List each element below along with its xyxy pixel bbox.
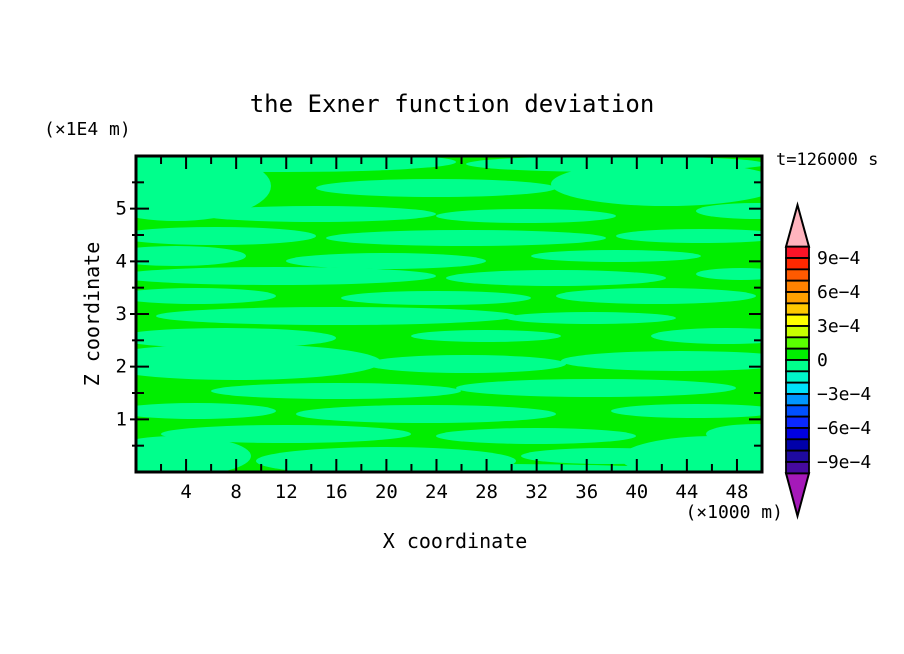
colorbar-segment	[785, 245, 810, 259]
field-streak	[506, 312, 676, 324]
x-tick-label: 8	[230, 481, 241, 503]
plot-frame	[134, 154, 764, 474]
colorbar-label: −6e−4	[817, 418, 871, 439]
field-streak	[621, 436, 762, 472]
field-streak	[366, 355, 566, 373]
colorbar-segment	[785, 302, 810, 316]
colorbar-over-arrow	[784, 201, 811, 248]
field-streak	[136, 328, 336, 348]
field-streak	[136, 403, 276, 419]
x-axis-unit-label: (×1000 m)	[685, 502, 783, 523]
colorbar-label: 0	[817, 350, 828, 371]
colorbar-segment	[785, 359, 810, 373]
colorbar-segment	[785, 347, 810, 361]
z-tick-label: 2	[116, 356, 127, 378]
field-streak	[136, 227, 316, 245]
x-tick-label: 40	[625, 481, 648, 503]
field-streak	[286, 253, 486, 269]
colorbar-segment	[785, 438, 810, 452]
field-streak	[561, 351, 762, 371]
field-streak	[556, 288, 756, 304]
colorbar-label: 9e−4	[817, 248, 860, 269]
field-streak	[296, 405, 556, 423]
field-streak	[136, 246, 246, 266]
field-streak	[156, 307, 516, 325]
field-streak	[436, 209, 616, 223]
colorbar-segment	[785, 268, 810, 282]
colorbar-label: 3e−4	[817, 316, 860, 337]
field-streak	[326, 230, 606, 246]
x-tick-label: 32	[525, 481, 548, 503]
field-streak	[611, 404, 762, 418]
colorbar-segment	[785, 415, 810, 429]
z-tick-label: 5	[116, 198, 127, 220]
colorbar: 9e−4 6e−4 3e−4 0 −3e−4 −6e−4 −9e−4	[784, 201, 871, 520]
field-streak	[136, 288, 276, 304]
time-label: t=126000 s	[776, 150, 878, 170]
z-tick-label: 1	[116, 408, 127, 430]
field-streak	[136, 436, 251, 472]
field-streak	[696, 203, 762, 219]
field-streak	[436, 428, 636, 444]
colorbar-segment	[785, 313, 810, 327]
colorbar-segment	[785, 404, 810, 418]
field-streak	[196, 206, 436, 222]
field-streak	[161, 425, 411, 443]
x-tick-label: 44	[675, 481, 698, 503]
contour-field	[136, 156, 762, 472]
x-tick-label: 24	[425, 481, 448, 503]
colorbar-segment	[785, 291, 810, 305]
field-streak	[456, 379, 736, 397]
x-axis-title: X coordinate	[383, 529, 528, 553]
field-streak	[531, 250, 701, 262]
x-tick-label: 4	[180, 481, 191, 503]
field-streak	[446, 270, 666, 286]
x-tick-label: 48	[726, 481, 749, 503]
colorbar-segment	[785, 257, 810, 271]
z-axis-title: Z coordinate	[80, 242, 104, 387]
field-streak	[211, 383, 461, 399]
field-streak	[616, 229, 762, 243]
field-streak	[136, 267, 436, 285]
field-streak	[696, 268, 762, 280]
colorbar-label: −9e−4	[817, 452, 871, 473]
plot-title: the Exner function deviation	[250, 90, 655, 118]
field-streak	[551, 162, 762, 206]
x-tick-label: 36	[575, 481, 598, 503]
colorbar-segment	[785, 325, 810, 339]
colorbar-segment	[785, 449, 810, 463]
colorbar-segment	[785, 279, 810, 293]
colorbar-segment	[785, 427, 810, 441]
field-streak	[316, 179, 556, 197]
colorbar-label: 6e−4	[817, 282, 860, 303]
x-tick-label: 12	[275, 481, 298, 503]
x-tick-label: 28	[475, 481, 498, 503]
z-axis-unit-label: (×1E4 m)	[44, 119, 131, 140]
z-tick-label: 4	[116, 250, 127, 272]
x-tick-label: 20	[375, 481, 398, 503]
colorbar-segment	[785, 381, 810, 395]
colorbar-segment	[785, 336, 810, 350]
colorbar-segment	[785, 461, 810, 475]
field-streak	[136, 156, 271, 221]
colorbar-segment	[785, 370, 810, 384]
colorbar-under-arrow	[784, 472, 811, 520]
x-tick-label: 16	[325, 481, 348, 503]
colorbar-segment	[785, 393, 810, 407]
axis-ticks	[130, 157, 761, 471]
field-streak	[651, 328, 762, 344]
field-streak	[136, 344, 381, 380]
colorbar-label: −3e−4	[817, 384, 871, 405]
field-streak	[411, 330, 561, 342]
z-tick-label: 3	[116, 303, 127, 325]
field-streak	[341, 291, 531, 305]
